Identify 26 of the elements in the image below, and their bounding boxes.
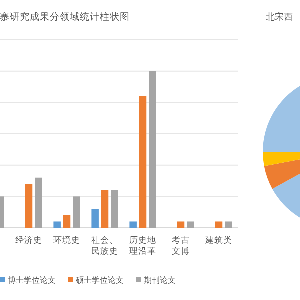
x-tick-label: 经济史 bbox=[16, 235, 42, 246]
bar bbox=[25, 184, 33, 228]
bar bbox=[35, 178, 42, 228]
bar bbox=[111, 190, 118, 228]
bar bbox=[225, 222, 232, 228]
x-tick-label: 历史地理沿革 bbox=[130, 235, 156, 257]
x-tick-label: 考古文博 bbox=[172, 235, 190, 257]
x-tick-label: 环境史 bbox=[54, 235, 80, 246]
chart-title: 北宋西 bbox=[266, 12, 293, 23]
legend-label: 博士学位论文 bbox=[8, 276, 56, 285]
bar bbox=[149, 71, 156, 228]
chart-title: 寨研究成果分领域统计柱状图 bbox=[0, 11, 130, 23]
legend-label: 期刊论文 bbox=[144, 276, 176, 285]
bar bbox=[177, 222, 185, 228]
bar bbox=[187, 222, 194, 228]
bar bbox=[92, 209, 99, 228]
bar bbox=[54, 222, 61, 228]
bar bbox=[130, 222, 137, 228]
bar bbox=[139, 96, 147, 228]
bar bbox=[215, 222, 223, 228]
x-tick-label: 建筑类 bbox=[204, 235, 232, 246]
legend-label: 硕士学位论文 bbox=[75, 276, 124, 285]
bar bbox=[101, 190, 109, 228]
bar bbox=[63, 215, 71, 228]
bar bbox=[73, 196, 80, 228]
x-tick-label: 社会、民族史 bbox=[92, 235, 118, 257]
